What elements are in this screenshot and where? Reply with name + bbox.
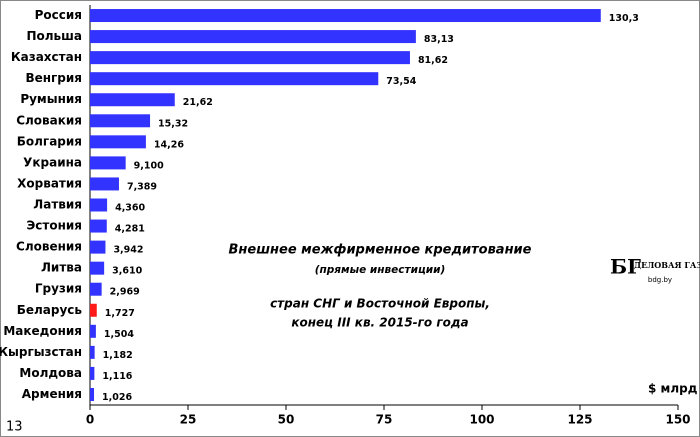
logo-site: bdg.by	[648, 276, 672, 284]
category-label: Венгрия	[25, 71, 82, 85]
value-label: 81,62	[418, 55, 448, 66]
value-label: 1,182	[103, 350, 133, 361]
value-label: 1,504	[104, 329, 134, 340]
bar	[90, 72, 379, 86]
bar	[90, 240, 106, 254]
value-label: 14,26	[154, 139, 184, 150]
category-label: Молдова	[19, 366, 82, 380]
value-label: 2,969	[110, 287, 140, 298]
category-label: Польша	[26, 29, 82, 43]
value-label: 130,3	[609, 13, 639, 24]
category-label: Армения	[22, 387, 82, 401]
bar	[90, 303, 97, 317]
value-label: 83,13	[424, 34, 454, 45]
bar	[90, 30, 416, 44]
category-label: Беларусь	[17, 303, 83, 317]
bar	[90, 177, 119, 191]
category-label: Македония	[3, 324, 82, 338]
value-label: 73,54	[386, 76, 416, 87]
bar	[90, 324, 96, 338]
chart-title: Внешнее межфирменное кредитование	[229, 243, 532, 258]
page-number: 13	[6, 420, 23, 435]
bar	[90, 282, 102, 296]
value-label: 4,281	[115, 224, 145, 235]
bar	[90, 219, 107, 233]
bar	[90, 387, 95, 401]
category-label: Хорватия	[17, 176, 82, 190]
value-label: 3,610	[112, 266, 142, 277]
value-label: 9,100	[134, 160, 164, 171]
category-label: Украина	[23, 155, 82, 169]
category-label: Словения	[16, 240, 82, 254]
category-label: Румыния	[20, 92, 82, 106]
x-tick-label: 125	[567, 413, 592, 427]
category-label: Россия	[35, 8, 82, 22]
value-label: 15,32	[158, 118, 188, 129]
category-label: Словакия	[16, 113, 82, 127]
category-label: Казахстан	[11, 50, 82, 64]
x-tick-label: 25	[180, 413, 197, 427]
bar	[90, 156, 126, 170]
category-label: Литва	[41, 261, 82, 275]
x-tick-label: 100	[469, 413, 494, 427]
chart-subtitle: (прямые инвестиции)	[315, 264, 446, 276]
category-label: Латвия	[33, 198, 82, 212]
logo-mark: БГ	[610, 255, 641, 279]
category-label: Эстония	[26, 219, 82, 233]
annotation: стран СНГ и Восточной Европы,	[270, 297, 490, 311]
x-tick-label: 0	[86, 413, 94, 427]
value-label: 1,116	[102, 371, 132, 382]
bar	[90, 135, 146, 149]
category-label: Болгария	[17, 134, 82, 148]
x-tick-label: 75	[376, 413, 393, 427]
unit-label: $ млрд	[648, 382, 698, 396]
value-label: 7,389	[127, 181, 157, 192]
category-label: Кыргызстан	[0, 345, 82, 359]
logo-name: ДЕЛОВАЯ ГАЗЕТА	[634, 260, 700, 270]
annotation: конец III кв. 2015-го года	[291, 316, 468, 330]
bar	[90, 366, 95, 380]
bar	[90, 114, 151, 128]
bar	[90, 93, 175, 107]
value-label: 3,942	[113, 245, 143, 256]
value-label: 21,62	[183, 97, 213, 108]
bar	[90, 198, 108, 212]
logo: БГ ДЕЛОВАЯ ГАЗЕТА bdg.by	[610, 255, 700, 285]
x-tick-label: 150	[665, 413, 690, 427]
bar	[90, 9, 601, 23]
value-label: 1,727	[105, 308, 135, 319]
bar	[90, 345, 95, 359]
value-label: 1,026	[102, 392, 132, 403]
value-label: 4,360	[115, 203, 145, 214]
x-tick-label: 50	[278, 413, 295, 427]
category-label: Грузия	[35, 282, 82, 296]
bar	[90, 261, 105, 275]
bar	[90, 51, 410, 65]
